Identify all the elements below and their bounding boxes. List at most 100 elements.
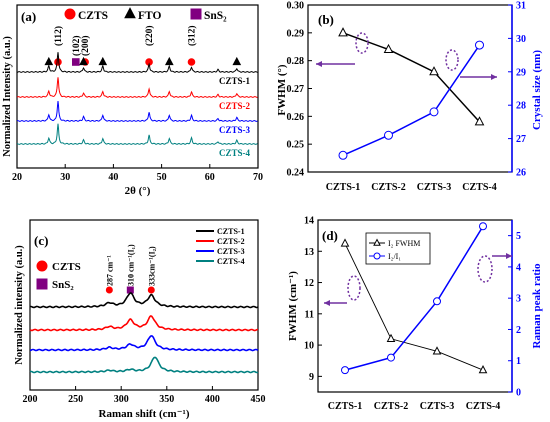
category-label: CZTS-4 [466, 401, 500, 412]
y-axis-label: Normalized Intensity (a.u.) [2, 36, 13, 157]
raman-spectrum-line [29, 356, 259, 374]
panel-c-raman-chart: 200 250 300 350 400 450 Raman shift (cm⁻¹) Norm… [14, 219, 266, 420]
series-line [342, 44, 481, 156]
legend-label: I₂/I₁ [388, 252, 401, 261]
y2-tick-label: 5 [516, 231, 521, 242]
data-point [432, 346, 442, 355]
y-tick-label: 10 [304, 341, 314, 352]
data-point [338, 27, 348, 37]
highlight-ellipse [477, 255, 493, 283]
y-tick-label: 12 [304, 278, 314, 289]
y-tick-label: 0.30 [287, 1, 305, 12]
panel-a-xrd-chart: 20 30 40 50 60 70 2θ (°) Normalized Intensity (… [2, 4, 263, 197]
fto-peak-marker [98, 56, 108, 66]
y-tick-label: 11 [305, 309, 314, 320]
panel-label: (b) [318, 12, 334, 27]
legend-label: SnS₂ [204, 10, 227, 22]
peak-marker [147, 286, 155, 294]
y-tick-label: 13 [304, 247, 314, 258]
x-tick-label: 40 [108, 172, 118, 183]
axis-indicator-arrowhead [316, 61, 322, 67]
legend-marker [190, 8, 202, 20]
fto-peak-marker [44, 56, 54, 66]
series-line [344, 225, 484, 371]
series-line [342, 32, 481, 123]
legend-marker [124, 7, 136, 19]
category-label: CZTS-2 [374, 401, 408, 412]
axis-indicator-arrowhead [324, 300, 330, 306]
legend-marker [373, 238, 381, 246]
legend-label: CZTS [78, 10, 108, 22]
y-axis-label: FWHM (cm⁻¹) [287, 271, 299, 341]
category-label: CZTS-4 [462, 182, 496, 193]
highlight-ellipse [355, 32, 369, 54]
data-point [386, 333, 396, 342]
y2-tick-label: 30 [516, 34, 526, 45]
peak-label: 333cm⁻¹(I₂) [147, 246, 156, 286]
legend-label: I₂ FWHM [388, 239, 420, 248]
fto-peak-marker [79, 56, 88, 66]
peak-label: (200) [80, 35, 91, 56]
series-label: CZTS-1 [219, 76, 251, 86]
data-point [433, 297, 441, 306]
x-tick-label: 450 [251, 394, 266, 405]
peak-label: (312) [186, 25, 197, 46]
y-tick-label: 0.29 [287, 28, 305, 39]
x-axis-label: 2θ (°) [125, 185, 151, 197]
x-tick-label: 50 [157, 172, 167, 183]
data-point [341, 366, 349, 375]
plot-frame [307, 4, 513, 173]
category-label: CZTS-1 [326, 182, 360, 193]
data-point [384, 130, 393, 140]
y2-tick-label: 3 [516, 294, 521, 305]
peak-label: (220) [144, 25, 155, 46]
x-tick-label: 200 [23, 394, 38, 405]
y-tick-label: 14 [304, 216, 314, 227]
legend-marker [373, 252, 381, 260]
panel-label: (c) [34, 233, 48, 248]
category-label: CZTS-3 [420, 401, 454, 412]
legend-label: CZTS-2 [217, 237, 245, 246]
x-tick-label: 350 [159, 394, 174, 405]
raman-spectrum-line [30, 335, 259, 352]
panel-label: (d) [322, 228, 338, 243]
xrd-pattern-line [16, 52, 258, 73]
peak-marker [126, 286, 134, 294]
xrd-pattern-line [17, 123, 258, 145]
x-tick-label: 60 [205, 172, 215, 183]
y2-tick-label: 2 [516, 325, 521, 336]
y2-tick-label: 0 [516, 388, 521, 399]
plot-frame [16, 4, 259, 169]
legend-label: CZTS-3 [217, 247, 245, 256]
series-label: CZTS-4 [219, 148, 251, 158]
x-tick-label: 400 [205, 394, 220, 405]
x-tick-label: 250 [68, 394, 83, 405]
data-point [429, 107, 439, 117]
y2-tick-label: 4 [516, 262, 521, 273]
peak-marker [105, 286, 113, 294]
fto-peak-marker [164, 56, 174, 66]
y2-tick-label: 26 [516, 168, 526, 179]
series-label: CZTS-2 [219, 101, 251, 111]
y-tick-label: 9 [309, 372, 314, 383]
y-tick-label: 0.26 [287, 112, 305, 123]
legend-label: FTO [138, 10, 161, 22]
highlight-ellipse [347, 275, 361, 301]
y2-axis-label: Raman peak ratio [531, 263, 543, 348]
xrd-pattern-line [16, 77, 258, 98]
peak-label: (112) [53, 26, 64, 46]
category-label: CZTS-1 [328, 401, 362, 412]
y2-tick-label: 27 [516, 134, 526, 145]
y2-tick-label: 31 [516, 1, 526, 12]
plot-frame [29, 219, 259, 391]
panel-b-fwhm-crystal-size-chart: (b) 0.24 0.25 0.26 0.27 0.28 0.29 0.30 26 27 28 29 3… [276, 1, 543, 194]
legend-label: CZTS-4 [217, 257, 245, 266]
series-line [344, 243, 484, 371]
data-point [429, 66, 439, 76]
series-label: CZTS-3 [219, 125, 251, 135]
peak-label: 310 cm⁻¹(I₁) [126, 244, 135, 286]
legend-label: CZTS-1 [217, 227, 245, 236]
y-axis-label: Normalized intensity (a.u.) [14, 245, 25, 365]
